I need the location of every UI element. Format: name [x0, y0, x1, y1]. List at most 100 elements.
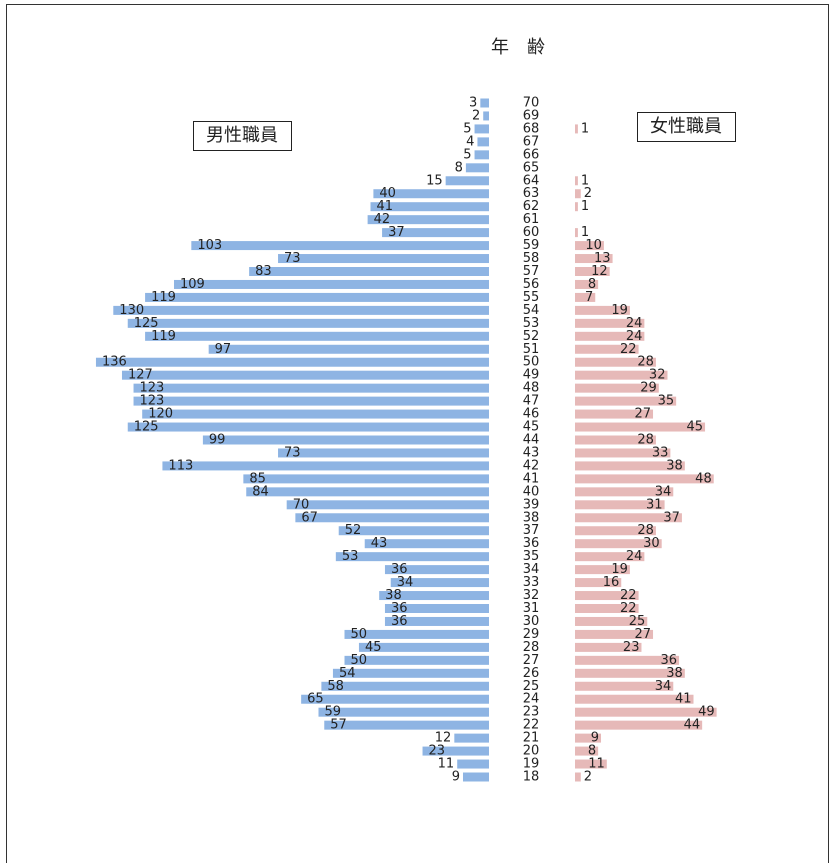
bar: [384, 565, 489, 575]
legend-box: [637, 112, 736, 142]
value-label: 123: [140, 381, 165, 396]
bar: [133, 396, 489, 406]
value-label: 36: [391, 601, 408, 616]
value-label: 1: [581, 121, 589, 136]
age-label: 39: [523, 497, 540, 512]
bar: [575, 254, 613, 264]
age-label: 68: [523, 121, 540, 136]
value-label: 36: [660, 653, 677, 668]
bar: [278, 254, 489, 264]
age-label: 45: [523, 420, 540, 435]
bar: [575, 241, 604, 251]
bar: [575, 629, 654, 639]
bar: [575, 746, 599, 756]
value-label: 8: [588, 277, 596, 292]
value-label: 119: [151, 290, 176, 305]
value-label: 7: [585, 290, 593, 305]
bar: [575, 707, 717, 717]
value-label: 25: [629, 614, 646, 629]
bar: [454, 733, 489, 743]
value-label: 36: [391, 614, 408, 629]
bar: [95, 357, 490, 367]
age-label: 35: [523, 549, 540, 564]
age-label: 22: [523, 718, 540, 733]
bar: [344, 655, 489, 665]
bar: [367, 215, 489, 225]
value-label: 65: [307, 692, 324, 707]
bar: [575, 539, 662, 549]
age-label: 58: [523, 251, 540, 266]
legend-box: [193, 121, 292, 151]
legend-label: 男性職員: [206, 125, 278, 146]
value-label: 57: [330, 718, 347, 733]
value-label: 45: [365, 640, 382, 655]
value-label: 30: [643, 536, 660, 551]
bar: [575, 500, 665, 510]
age-label: 29: [523, 627, 540, 642]
chart-title: 年 齢: [491, 37, 545, 58]
age-label: 18: [523, 770, 540, 785]
bar: [575, 370, 668, 380]
value-label: 40: [379, 186, 396, 201]
value-label: 31: [646, 497, 663, 512]
age-label: 30: [523, 614, 540, 629]
value-label: 37: [388, 225, 405, 240]
value-label: 2: [584, 186, 592, 201]
age-label: 43: [523, 445, 540, 460]
age-label: 63: [523, 186, 540, 201]
value-label: 125: [134, 316, 159, 331]
bar: [575, 591, 639, 601]
age-label: 53: [523, 316, 540, 331]
value-label: 70: [293, 497, 310, 512]
age-label: 49: [523, 368, 540, 383]
value-label: 22: [620, 601, 637, 616]
age-label: 38: [523, 510, 540, 525]
value-label: 45: [687, 420, 704, 435]
bar: [142, 409, 489, 419]
age-label: 31: [523, 601, 540, 616]
bar: [249, 267, 489, 276]
age-label: 52: [523, 329, 540, 344]
bar: [575, 189, 581, 199]
value-label: 44: [684, 718, 701, 733]
bar: [575, 318, 645, 328]
value-label: 3: [469, 96, 477, 111]
age-label: 54: [523, 303, 540, 318]
value-label: 32: [649, 368, 666, 383]
value-label: 120: [148, 407, 173, 422]
age-label: 19: [523, 757, 540, 772]
bar: [575, 202, 578, 212]
age-label: 44: [523, 433, 540, 448]
age-label: 69: [523, 108, 540, 123]
value-label: 22: [620, 342, 637, 357]
value-label: 73: [284, 445, 301, 460]
age-label: 32: [523, 588, 540, 603]
age-label: 51: [523, 342, 540, 357]
bar: [462, 772, 489, 782]
bar: [575, 616, 648, 626]
bar: [457, 759, 489, 769]
bar: [575, 474, 714, 484]
value-label: 127: [128, 368, 153, 383]
value-label: 27: [634, 407, 651, 422]
age-label: 61: [523, 212, 540, 227]
value-label: 53: [342, 549, 359, 564]
bar: [208, 344, 490, 354]
age-label: 64: [523, 173, 540, 188]
bar: [344, 629, 489, 639]
age-label: 42: [523, 458, 540, 473]
value-label: 97: [215, 342, 232, 357]
value-label: 24: [626, 316, 643, 331]
bar: [246, 487, 489, 497]
bar: [575, 448, 671, 458]
age-label: 33: [523, 575, 540, 590]
bar: [173, 279, 490, 289]
bar: [575, 526, 656, 536]
value-label: 136: [102, 355, 127, 370]
bar: [445, 176, 489, 186]
value-label: 5: [463, 147, 471, 162]
age-label: 26: [523, 666, 540, 681]
value-label: 52: [345, 523, 362, 538]
age-label: 57: [523, 264, 540, 279]
